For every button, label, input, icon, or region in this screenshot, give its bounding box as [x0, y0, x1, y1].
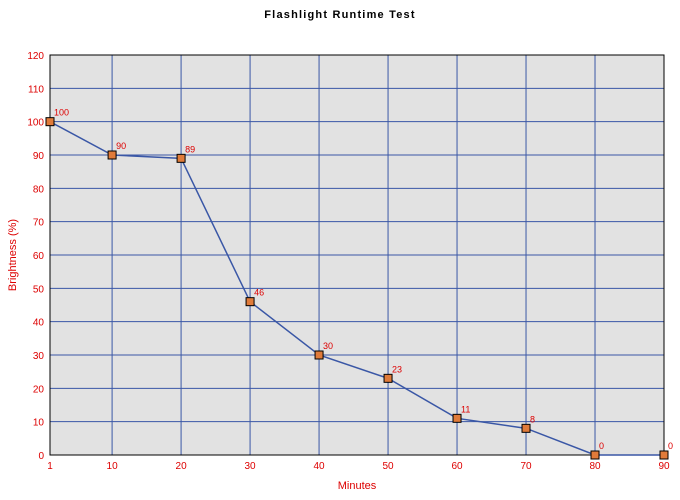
x-tick-label: 1 — [47, 461, 53, 472]
y-tick-label: 40 — [33, 318, 45, 329]
y-tick-label: 100 — [27, 118, 44, 129]
data-point-label: 0 — [599, 441, 604, 451]
y-tick-label: 20 — [33, 384, 45, 395]
data-point-label: 89 — [185, 144, 195, 154]
x-tick-label: 10 — [107, 461, 119, 472]
y-tick-label: 110 — [28, 84, 44, 95]
data-point-label: 90 — [116, 141, 126, 151]
y-tick-label: 50 — [33, 284, 45, 295]
x-tick-label: 70 — [520, 461, 532, 472]
y-tick-label: 80 — [33, 184, 45, 195]
data-point-label: 46 — [254, 288, 264, 298]
x-tick-label: 80 — [589, 461, 601, 472]
y-tick-label: 30 — [33, 351, 45, 362]
data-marker — [660, 451, 668, 459]
data-point-label: 100 — [54, 108, 69, 118]
x-tick-label: 60 — [451, 461, 463, 472]
chart-title: Flashlight Runtime Test — [264, 9, 415, 21]
data-point-label: 11 — [461, 404, 470, 414]
data-marker — [522, 424, 530, 432]
data-point-label: 30 — [323, 341, 333, 351]
y-tick-label: 0 — [38, 451, 44, 462]
x-tick-label: 40 — [313, 461, 325, 472]
data-point-label: 0 — [668, 441, 673, 451]
data-marker — [315, 351, 323, 359]
y-tick-label: 70 — [33, 218, 45, 229]
y-tick-label: 120 — [27, 51, 44, 62]
y-axis-label: Brightness (%) — [7, 219, 19, 291]
data-point-label: 23 — [392, 364, 402, 374]
x-axis-label: Minutes — [338, 480, 377, 492]
data-marker — [591, 451, 599, 459]
data-marker — [246, 298, 254, 306]
data-marker — [384, 374, 392, 382]
y-tick-label: 90 — [33, 151, 45, 162]
y-tick-label: 60 — [33, 251, 45, 262]
data-marker — [108, 151, 116, 159]
runtime-chart: Flashlight Runtime Test11020304050607080… — [0, 0, 680, 500]
x-tick-label: 50 — [382, 461, 394, 472]
x-tick-label: 90 — [658, 461, 670, 472]
y-tick-label: 10 — [33, 418, 45, 429]
data-point-label: 8 — [530, 414, 535, 424]
data-marker — [46, 118, 54, 126]
x-tick-label: 20 — [176, 461, 188, 472]
x-tick-label: 30 — [245, 461, 257, 472]
data-marker — [453, 414, 461, 422]
data-marker — [177, 154, 185, 162]
